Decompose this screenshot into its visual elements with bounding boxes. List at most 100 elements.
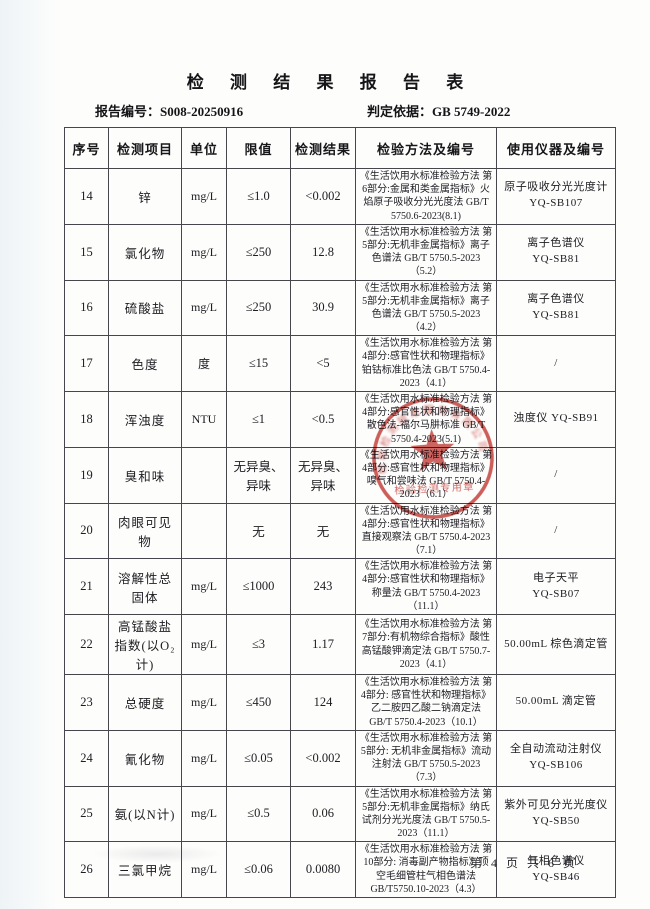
header-instrument: 使用仪器及编号 [496,127,616,169]
cell-limit: ≤250 [226,279,291,337]
cell-method: 《生活饮用水标准检验方法 第5部分:无机非金属指标》离子色谱法 GB/T 575… [355,279,497,337]
cell-item: 溶解性总固体 [108,558,182,615]
cell-no: 24 [64,729,109,787]
cell-limit: 无异臭、 异味 [226,446,291,504]
cell-instrument: 全自动流动注射仪 YQ-SB106 [496,729,616,787]
cell-method: 《生活饮用水标准检验方法 第7部分:有机物综合指标》酸性高锰酸钾滴定法 GB/T… [355,614,497,675]
cell-unit: mg/L [181,729,227,787]
table-row: 26 三氯甲烷 mg/L ≤0.06 0.0080 《生活饮用水标准检验方法 第10部分:… [64,841,616,898]
table-row: 24 氰化物 mg/L ≤0.05 <0.002 《生活饮用水标准检验方法 第5部分: 无… [64,729,616,787]
cell-unit: mg/L [181,674,227,731]
cell-limit: ≤250 [226,223,291,281]
cell-limit: ≤1.0 [226,168,291,225]
cell-item: 锌 [108,168,182,225]
cell-limit: ≤1 [226,391,291,448]
results-table-body: 14 锌 mg/L ≤1.0 <0.002 《生活饮用水标准检验方法 第6部分:金属和类金… [64,168,616,898]
cell-instrument: 离子色谱仪 YQ-SB81 [496,223,616,281]
cell-instrument: / [496,502,616,560]
header-result: 检测结果 [290,127,356,169]
cell-unit: mg/L [181,785,227,843]
cell-result: 30.9 [290,279,356,337]
cell-item: 肉眼可见物 [108,502,182,560]
cell-item: 硫酸盐 [108,279,182,337]
cell-unit: 度 [181,335,227,392]
table-row: 18 浑浊度 NTU ≤1 <0.5 《生活饮用水标准检验方法 第4部分:感官性状和物理指… [64,391,616,448]
cell-result: <0.002 [290,729,356,787]
cell-no: 15 [64,223,109,281]
header-method: 检验方法及编号 [355,127,497,169]
cell-result: 无异臭、 异味 [290,446,356,504]
cell-instrument: 50.00mL 棕色滴定管 [496,614,616,675]
cell-limit: ≤0.5 [226,785,291,843]
cell-instrument: / [496,446,616,504]
cell-no: 25 [64,785,109,843]
cell-unit: mg/L [181,223,227,281]
cell-no: 18 [64,391,109,448]
cell-item: 臭和味 [108,446,182,504]
cell-item: 总硬度 [108,674,182,731]
cell-limit: ≤0.05 [226,729,291,787]
table-row: 22 高锰酸盐指数(以O₂计) mg/L ≤3 1.17 《生活饮用水标准检验方法 第7部… [64,614,616,675]
table-row: 15 氯化物 mg/L ≤250 12.8 《生活饮用水标准检验方法 第5部分:无机非金属… [64,223,616,281]
cell-limit: ≤3 [226,614,291,675]
cell-result: <5 [290,335,356,392]
cell-unit: mg/L [181,614,227,675]
cell-method: 《生活饮用水标准检验方法 第4部分:感官性状和物理指标》铂钴标准比色法 GB/T… [355,335,497,392]
table-header-row: 序号 检测项目 单位 限值 检测结果 检验方法及编号 使用仪器及编号 [64,127,616,169]
cell-result: 0.06 [290,785,356,843]
table-row: 16 硫酸盐 mg/L ≤250 30.9 《生活饮用水标准检验方法 第5部分:无机非金属… [64,279,616,337]
cell-method: 《生活饮用水标准检验方法 第5部分: 无机非金属指标》流动注射法 GB/T 57… [355,729,497,787]
page-number: 第 4 页 共 6 页 [470,856,579,870]
cell-result: 0.0080 [290,841,356,898]
cell-no: 23 [64,674,109,731]
cell-no: 26 [64,841,109,898]
judgment-basis: 判定依据：GB 5749-2022 [367,101,510,120]
cell-result: <0.5 [290,391,356,448]
report-number-value: S008-20250916 [160,104,244,119]
cell-no: 20 [64,502,109,560]
cell-instrument: 50.00mL 滴定管 [496,674,616,731]
cell-item: 浑浊度 [108,391,182,448]
cell-result: 1.17 [290,614,356,675]
header-no: 序号 [64,127,109,169]
cell-limit: ≤450 [226,674,291,731]
cell-instrument: 电子天平 YQ-SB07 [496,558,616,615]
cell-method: 《生活饮用水标准检验方法 第5部分:无机非金属指标》纳氏试剂分光光度法 GB/T… [355,785,497,843]
cell-instrument: 紫外可见分光光度仪 YQ-SB50 [496,785,616,843]
cell-no: 16 [64,279,109,337]
cell-unit: NTU [181,391,227,448]
cell-limit: 无 [226,502,291,560]
cell-item: 高锰酸盐指数(以O₂计) [108,614,182,675]
cell-no: 17 [64,335,109,392]
judgment-basis-label: 判定依据： [367,104,433,119]
cell-unit: mg/L [181,279,227,337]
header-item: 检测项目 [108,127,182,169]
cell-item: 氯化物 [108,223,182,281]
cell-method: 《生活饮用水标准检验方法 第6部分:金属和类金属指标》火焰原子吸收分光光度法 G… [355,168,497,225]
cell-item: 氰化物 [108,729,182,787]
table-row: 21 溶解性总固体 mg/L ≤1000 243 《生活饮用水标准检验方法 第4部分:感官… [64,558,616,615]
cell-result: 无 [290,502,356,560]
cell-method: 《生活饮用水标准检验方法 第4部分:感官性状和物理指标》散色法-福尔马肼标准 G… [355,391,497,448]
table-row: 20 肉眼可见物无无《生活饮用水标准检验方法 第4部分:感官性状和物理指标》直接观… [64,502,616,560]
cell-method: 《生活饮用水标准检验方法 第4部分:感官性状和物理指标》嗅气和尝味法 GB/T … [355,446,497,504]
cell-item: 色度 [108,335,182,392]
cell-no: 14 [64,168,109,225]
table-row: 19 臭和味 无异臭、 异味 无异臭、 异味 《生活饮用水标准检验方法 第4部分:感官性… [64,446,616,504]
cell-method: 《生活饮用水标准检验方法 第4部分:感官性状和物理指标》直接观察法 GB/T 5… [355,502,497,560]
cell-method: 《生活饮用水标准检验方法 第4部分:感官性状和物理指标》称量法 GB/T 575… [355,558,497,615]
cell-item: 氨(以N计) [108,785,182,843]
cell-unit [181,446,227,504]
cell-unit [181,502,227,560]
report-number-label: 报告编号： [95,104,161,119]
cell-instrument: / [496,335,616,392]
cell-result: 124 [290,674,356,731]
cell-result: 12.8 [290,223,356,281]
cell-result: <0.002 [290,168,356,225]
cell-instrument: 离子色谱仪 YQ-SB81 [496,279,616,337]
judgment-basis-value: GB 5749-2022 [432,104,511,119]
table-row: 23 总硬度 mg/L ≤450 124 《生活饮用水标准检验方法 第4部分: 感官性状和… [64,674,616,731]
table-row: 17 色度度 ≤15 <5 《生活饮用水标准检验方法 第4部分:感官性状和物理指标》铂钴… [64,335,616,392]
cell-unit: mg/L [181,841,227,898]
